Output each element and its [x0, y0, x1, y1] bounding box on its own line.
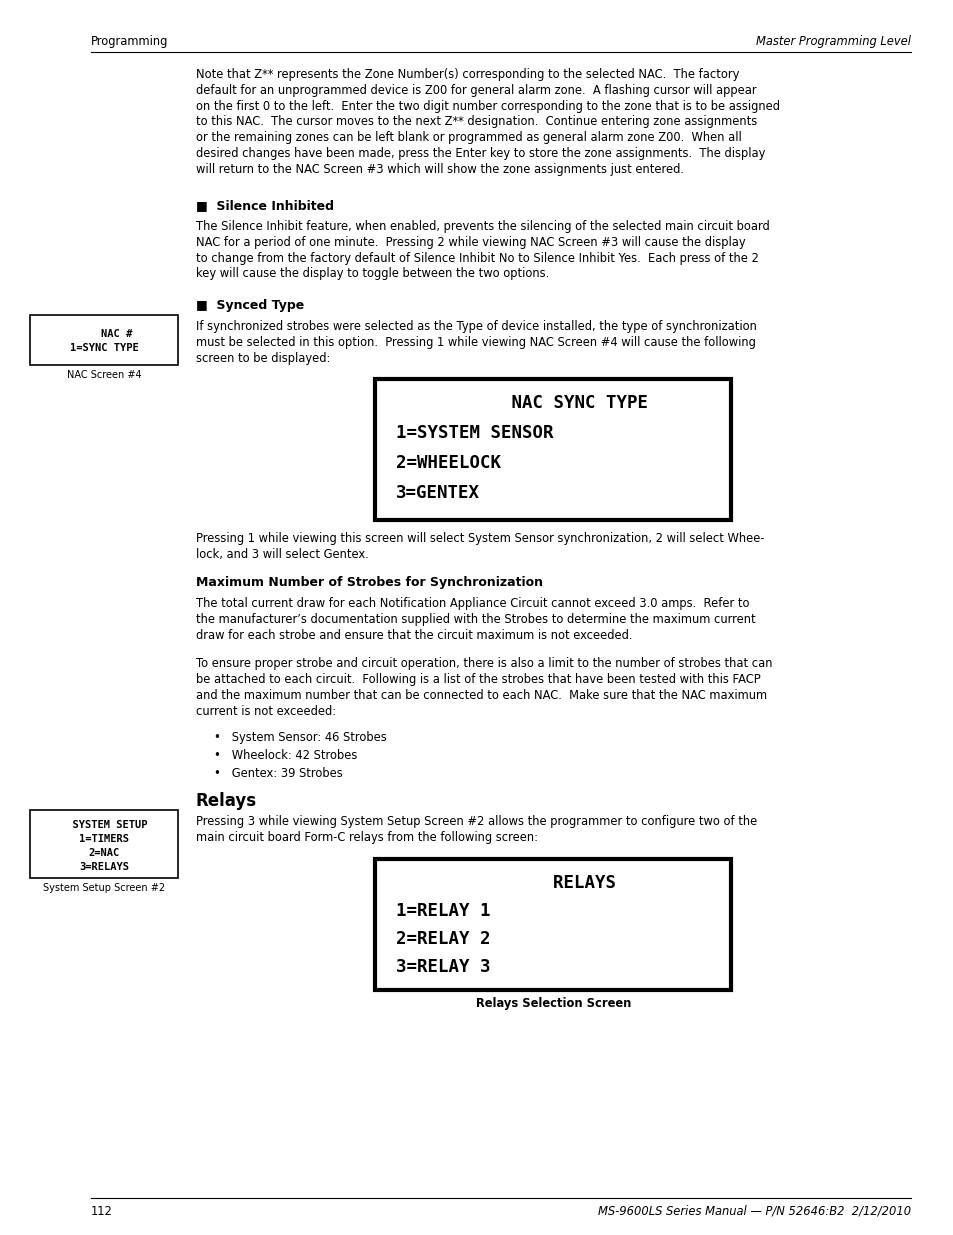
Text: If synchronized strobes were selected as the Type of device installed, the type : If synchronized strobes were selected as…: [195, 320, 756, 364]
Text: Master Programming Level: Master Programming Level: [756, 35, 910, 48]
Bar: [30, 315, 178, 366]
Text: 3=RELAYS: 3=RELAYS: [79, 862, 129, 872]
Text: The total current draw for each Notification Appliance Circuit cannot exceed 3.0: The total current draw for each Notifica…: [195, 598, 755, 642]
Text: 2=NAC: 2=NAC: [89, 848, 119, 858]
Text: Note that Z** represents the Zone Number(s) corresponding to the selected NAC.  : Note that Z** represents the Zone Number…: [195, 68, 779, 175]
Text: NAC Screen #4: NAC Screen #4: [67, 370, 141, 380]
Text: 2=WHEELOCK: 2=WHEELOCK: [395, 454, 500, 472]
Text: The Silence Inhibit feature, when enabled, prevents the silencing of the selecte: The Silence Inhibit feature, when enable…: [195, 220, 768, 280]
Bar: [30, 810, 178, 878]
Text: 1=RELAY 1: 1=RELAY 1: [395, 902, 490, 920]
Text: Pressing 1 while viewing this screen will select System Sensor synchronization, : Pressing 1 while viewing this screen wil…: [195, 532, 763, 561]
FancyBboxPatch shape: [375, 379, 731, 520]
Text: Pressing 3 while viewing System Setup Screen #2 allows the programmer to configu: Pressing 3 while viewing System Setup Sc…: [195, 815, 756, 844]
Text: NAC #: NAC #: [76, 329, 132, 340]
Text: NAC SYNC TYPE: NAC SYNC TYPE: [458, 394, 647, 412]
Text: 3=GENTEX: 3=GENTEX: [395, 484, 479, 501]
Text: ■  Silence Inhibited: ■ Silence Inhibited: [195, 199, 334, 212]
Text: Maximum Number of Strobes for Synchronization: Maximum Number of Strobes for Synchroniz…: [195, 577, 542, 589]
Text: System Setup Screen #2: System Setup Screen #2: [43, 883, 165, 893]
Text: 1=TIMERS: 1=TIMERS: [79, 834, 129, 844]
Text: Relays Selection Screen: Relays Selection Screen: [476, 997, 630, 1010]
Text: ■  Synced Type: ■ Synced Type: [195, 299, 303, 312]
Text: •   Wheelock: 42 Strobes: • Wheelock: 42 Strobes: [213, 748, 356, 762]
Text: •   Gentex: 39 Strobes: • Gentex: 39 Strobes: [213, 767, 342, 779]
Text: To ensure proper strobe and circuit operation, there is also a limit to the numb: To ensure proper strobe and circuit oper…: [195, 657, 771, 718]
Text: 1=SYNC TYPE: 1=SYNC TYPE: [70, 343, 138, 353]
Text: Programming: Programming: [91, 35, 168, 48]
Text: Relays: Relays: [195, 792, 256, 810]
Text: •   System Sensor: 46 Strobes: • System Sensor: 46 Strobes: [213, 731, 386, 745]
Text: 2=RELAY 2: 2=RELAY 2: [395, 930, 490, 947]
Text: RELAYS: RELAYS: [490, 873, 616, 892]
Text: MS-9600LS Series Manual — P/N 52646:B2  2/12/2010: MS-9600LS Series Manual — P/N 52646:B2 2…: [598, 1205, 910, 1218]
Text: 112: 112: [91, 1205, 112, 1218]
Text: 1=SYSTEM SENSOR: 1=SYSTEM SENSOR: [395, 424, 554, 442]
FancyBboxPatch shape: [375, 858, 731, 989]
Text: SYSTEM SETUP: SYSTEM SETUP: [60, 820, 148, 830]
Text: 3=RELAY 3: 3=RELAY 3: [395, 957, 490, 976]
